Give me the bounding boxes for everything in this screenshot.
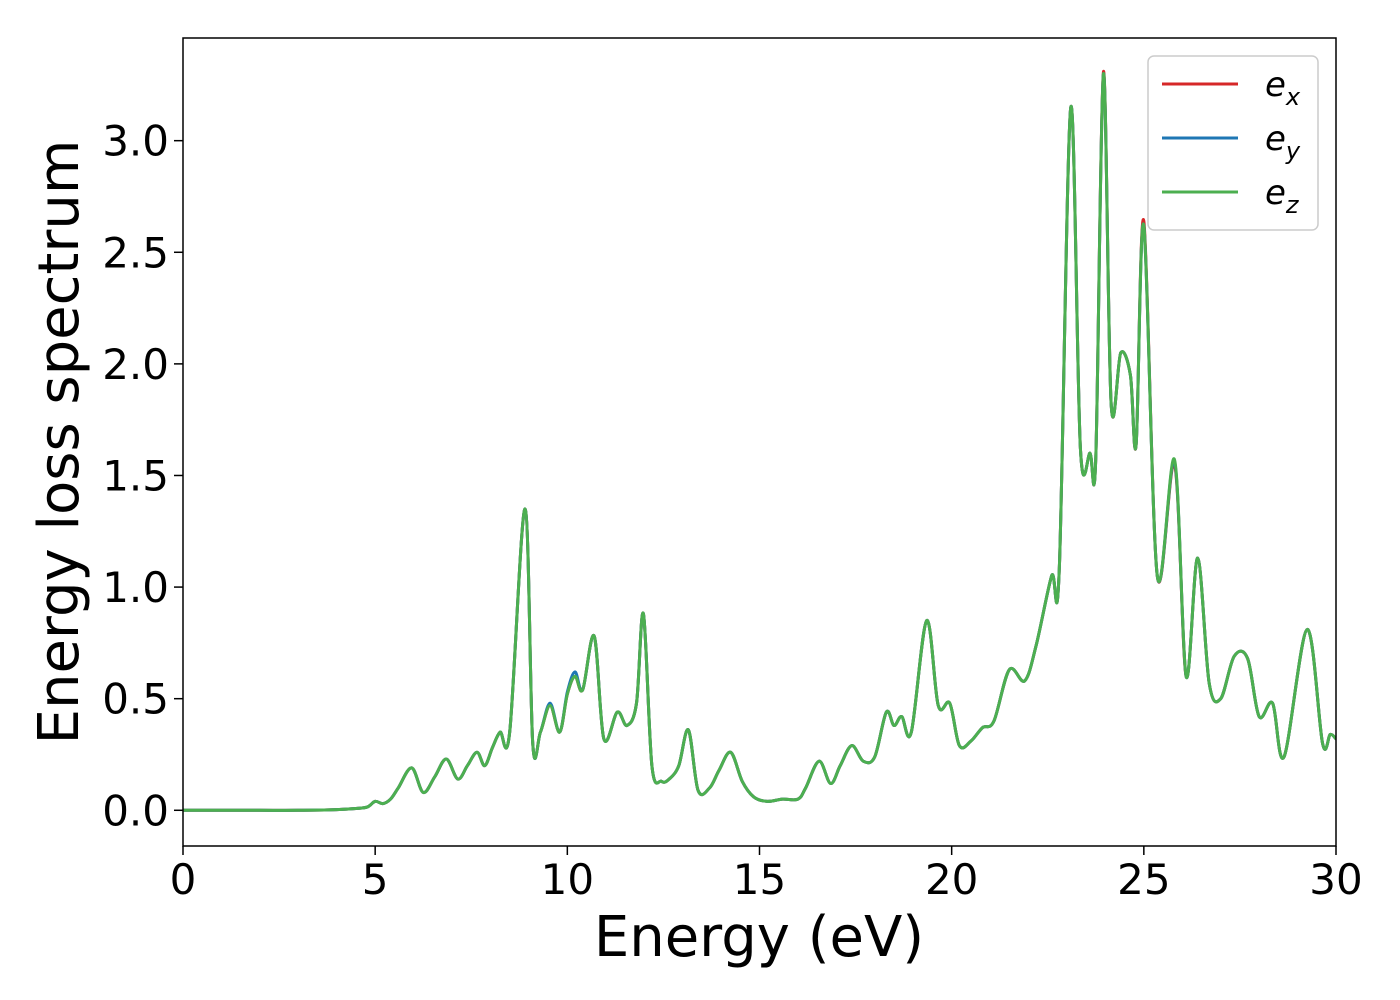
x-tick-label: 25 — [1117, 855, 1170, 904]
y-tick-label: 2.5 — [102, 228, 169, 277]
x-tick-label: 20 — [925, 855, 978, 904]
y-tick-label: 0.5 — [102, 675, 169, 724]
y-tick-label: 2.0 — [102, 340, 169, 389]
y-axis-label: Energy loss spectrum — [27, 140, 92, 745]
y-tick-label: 3.0 — [102, 117, 169, 166]
x-tick-label: 30 — [1309, 855, 1362, 904]
series-lines — [183, 69, 1336, 812]
x-tick-label: 5 — [362, 855, 389, 904]
y-tick-label: 1.0 — [102, 563, 169, 612]
y-axis-ticks: 0.0 0.5 1.0 1.5 2.0 2.5 3.0 — [102, 117, 183, 835]
x-axis-ticks: 0 5 10 15 20 25 30 — [170, 846, 1363, 904]
x-tick-label: 10 — [541, 855, 594, 904]
x-axis-label: Energy (eV) — [594, 905, 924, 970]
x-tick-label: 0 — [170, 855, 197, 904]
x-tick-label: 15 — [733, 855, 786, 904]
series-line-ez — [183, 72, 1336, 812]
y-tick-label: 0.0 — [102, 786, 169, 835]
y-tick-label: 1.5 — [102, 451, 169, 500]
legend-label-ez: ez — [1265, 173, 1300, 219]
legend-box — [1147, 55, 1319, 231]
